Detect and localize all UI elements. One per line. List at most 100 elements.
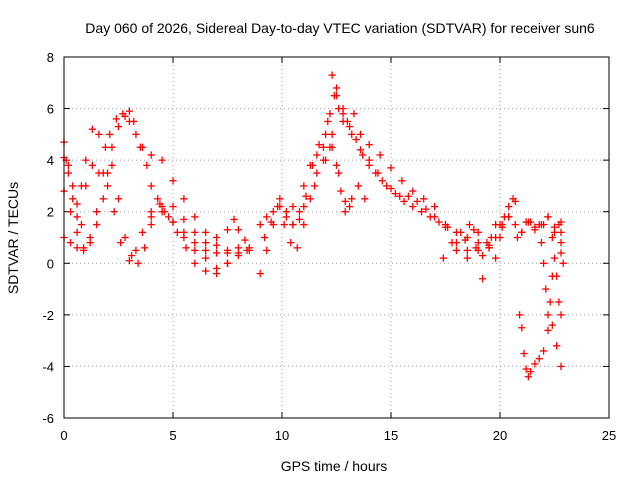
data-point [202, 239, 210, 247]
data-point [66, 239, 75, 247]
data-point [550, 254, 559, 262]
data-point [537, 239, 546, 247]
data-point [354, 182, 362, 190]
data-point [267, 218, 275, 226]
plot-frame [63, 56, 610, 419]
data-point [332, 161, 341, 169]
data-point [121, 233, 129, 242]
data-point [470, 226, 478, 234]
data-point [302, 192, 310, 200]
data-point [260, 233, 269, 242]
data-point [430, 202, 439, 211]
y-tick-label: 8 [47, 50, 54, 65]
data-point [293, 244, 301, 252]
data-point [328, 130, 336, 139]
data-point [435, 218, 443, 226]
data-point [103, 182, 112, 190]
data-point [300, 182, 308, 190]
data-point [79, 244, 88, 252]
data-point [77, 182, 86, 190]
data-point [223, 259, 232, 267]
data-point [335, 169, 343, 177]
data-point [158, 156, 166, 164]
data-point [448, 239, 456, 247]
y-tick-label: 0 [47, 256, 54, 271]
data-point [478, 251, 487, 260]
data-point [212, 269, 221, 278]
data-point [180, 215, 188, 224]
data-point [147, 182, 155, 190]
data-point [295, 208, 304, 216]
data-point [287, 239, 295, 247]
data-point [234, 251, 243, 260]
data-point [95, 169, 103, 177]
data-point [548, 321, 556, 329]
y-tick-label: 6 [47, 102, 54, 117]
data-point [180, 233, 188, 242]
data-point [119, 110, 127, 118]
data-point [180, 195, 188, 203]
data-point [339, 110, 347, 118]
data-point [112, 115, 120, 123]
x-tick-label: 15 [384, 428, 398, 443]
data-point [256, 220, 264, 229]
data-point [544, 311, 552, 319]
data-point [498, 223, 506, 231]
data-point [328, 71, 336, 79]
data-point [93, 220, 101, 229]
data-point [108, 161, 116, 169]
data-points [60, 71, 567, 381]
data-point [345, 202, 354, 211]
data-point [417, 208, 426, 216]
data-point [378, 177, 386, 185]
y-tick-label: 2 [47, 205, 54, 220]
data-point [169, 202, 177, 211]
x-axis-label: GPS time / hours [281, 458, 388, 474]
data-point [191, 213, 199, 221]
data-point [289, 220, 297, 229]
data-point [439, 254, 447, 262]
data-point [337, 187, 345, 195]
data-point [326, 110, 334, 118]
data-point [341, 208, 349, 216]
data-point [348, 130, 356, 139]
data-point [463, 246, 471, 255]
data-point [191, 239, 199, 247]
x-tick-label: 0 [60, 428, 67, 443]
data-point [491, 254, 500, 262]
data-point [147, 151, 155, 159]
data-point [73, 200, 81, 208]
data-point [520, 349, 528, 358]
data-point [114, 195, 123, 203]
data-point [289, 202, 297, 211]
data-point [374, 169, 382, 177]
data-point [485, 244, 493, 252]
data-point [234, 244, 243, 252]
data-point [212, 233, 221, 242]
data-point [88, 125, 96, 133]
data-point [73, 228, 81, 236]
data-point [132, 130, 140, 139]
data-point [557, 228, 565, 236]
data-point [539, 347, 548, 355]
data-point [474, 239, 482, 247]
data-point [474, 228, 482, 236]
data-point [86, 233, 94, 242]
data-point [108, 143, 116, 151]
data-point [382, 182, 391, 190]
data-point [169, 218, 177, 226]
data-point [234, 226, 243, 234]
y-tick-label: -4 [42, 359, 54, 374]
data-point [158, 208, 166, 216]
data-point [542, 285, 550, 293]
data-point [505, 202, 513, 211]
data-point [526, 367, 535, 376]
data-point [93, 208, 101, 216]
data-point [263, 246, 271, 255]
data-point [202, 228, 210, 236]
data-point [376, 151, 384, 159]
data-point [531, 360, 539, 368]
data-point [69, 195, 77, 203]
data-point [300, 220, 308, 229]
data-point [306, 195, 314, 203]
